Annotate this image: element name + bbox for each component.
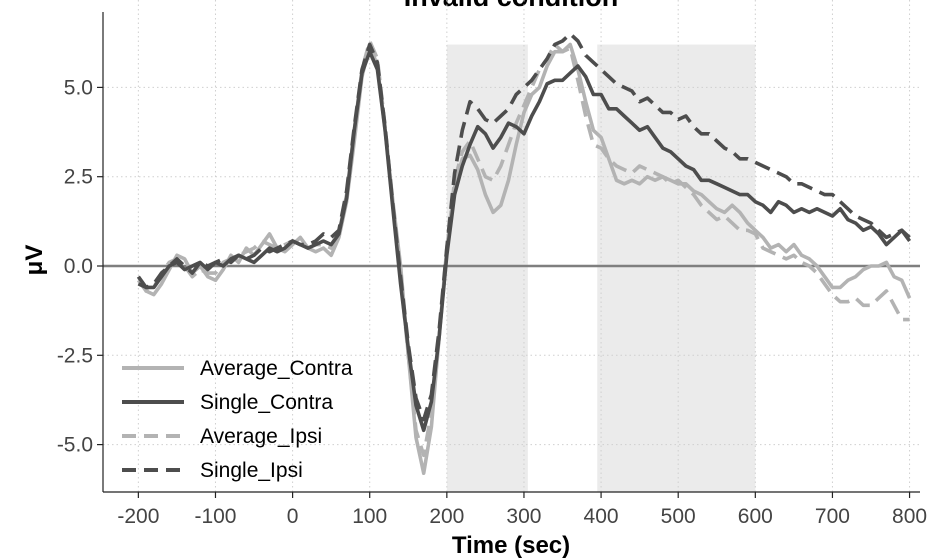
series-line-average-contra <box>136 42 912 475</box>
x-tick-label: 100 <box>352 505 387 528</box>
x-tick-label: 800 <box>892 505 927 528</box>
shaded-window-2 <box>597 44 756 492</box>
legend-label-average-ipsi: Average_Ipsi <box>200 425 322 448</box>
x-tick-label: 200 <box>429 505 464 528</box>
x-tick-label: 600 <box>738 505 773 528</box>
legend: Average_Contra Single_Contra Average_Ipsi S… <box>122 357 353 482</box>
x-tick-label: 500 <box>661 505 696 528</box>
x-tick-label: 0 <box>287 505 299 528</box>
x-tick-label: 300 <box>506 505 541 528</box>
y-tick-labels: -5.0 -2.5 0.0 2.5 5.0 <box>57 76 103 457</box>
legend-label-single-ipsi: Single_Ipsi <box>200 459 303 482</box>
series-lines <box>136 31 912 475</box>
y-tick-label: 0.0 <box>64 255 93 278</box>
shaded-windows <box>446 44 756 492</box>
series-line-average-ipsi <box>136 39 910 458</box>
y-axis-title: μV <box>21 245 48 276</box>
x-tick-label: 700 <box>815 505 850 528</box>
shaded-window-1 <box>446 44 528 492</box>
legend-label-single-contra: Single_Contra <box>200 391 333 414</box>
x-tick-label: -200 <box>117 505 159 528</box>
y-tick-label: 2.5 <box>64 166 93 189</box>
legend-label-average-contra: Average_Contra <box>200 357 353 380</box>
y-tick-label: 5.0 <box>64 76 93 99</box>
x-tick-labels: -200 -100 0 100 200 300 400 500 600 700 800 <box>117 492 927 528</box>
y-tick-label: -5.0 <box>57 434 93 457</box>
x-tick-label: 400 <box>584 505 619 528</box>
axes <box>102 12 920 493</box>
y-tick-label: -2.5 <box>57 344 93 367</box>
x-tick-label: -100 <box>194 505 236 528</box>
series-line-single-ipsi <box>136 31 911 422</box>
chart-title: Invalid condition <box>404 0 619 12</box>
series-line-single-contra <box>137 49 912 433</box>
x-axis-title: Time (sec) <box>452 532 570 559</box>
